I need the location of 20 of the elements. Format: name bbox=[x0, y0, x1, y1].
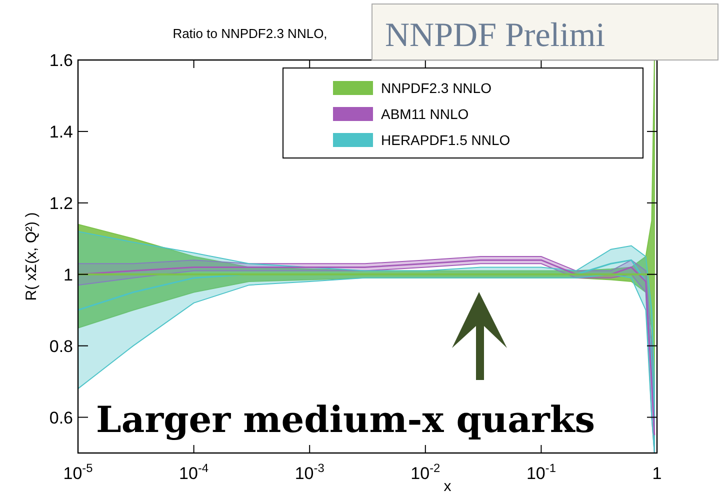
y-axis-title: R( xΣ(x, Q²) ) bbox=[23, 212, 40, 301]
x-axis-title: x bbox=[444, 478, 452, 495]
x-tick-label: 10$^{-4}$ bbox=[179, 461, 209, 483]
legend-label: ABM11 NNLO bbox=[381, 106, 469, 122]
x-tick-label: 10$^{-1}$ bbox=[526, 461, 556, 483]
y-tick-label: 1.4 bbox=[49, 122, 73, 142]
y-tick-label: 0.6 bbox=[49, 408, 73, 428]
legend-label: HERAPDF1.5 NNLO bbox=[381, 132, 510, 148]
y-tick-label: 1.2 bbox=[49, 194, 73, 213]
x-tick-label: 10$^{-2}$ bbox=[410, 461, 441, 483]
legend-label: NNPDF2.3 NNLO bbox=[381, 80, 492, 96]
annotation: Larger medium-x quarks bbox=[96, 399, 596, 441]
y-tick-label: 0.8 bbox=[49, 336, 73, 356]
y-tick-label: 1 bbox=[64, 265, 73, 284]
text: NNPDF Prelimi bbox=[385, 17, 606, 54]
x-tick-label: 10$^{-5}$ bbox=[63, 461, 94, 483]
y-tick-label: 1.6 bbox=[49, 51, 73, 70]
x-tick-label: 10$^{-3}$ bbox=[294, 461, 325, 483]
x-tick-label: 1 bbox=[652, 464, 662, 483]
chart-title: Ratio to NNPDF2.3 NNLO, bbox=[172, 26, 328, 41]
